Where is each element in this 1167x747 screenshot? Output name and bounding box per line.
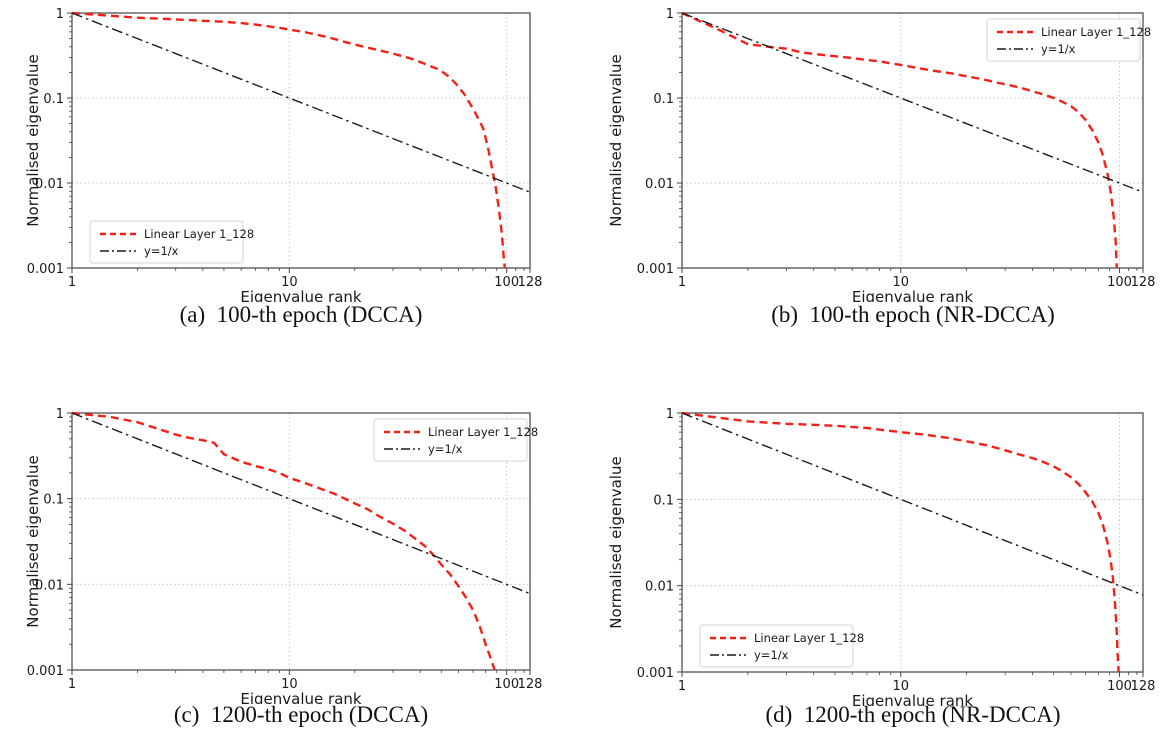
x-axis-label: Eigenvalue rank <box>240 690 362 704</box>
series-y-equals-1-over-x <box>71 12 531 193</box>
y-axis: 1 0.1 0.01 0.001 Normalised eigenvalue <box>607 407 682 681</box>
legend-label: Linear Layer 1_128 <box>144 227 254 241</box>
legend-label: y=1/x <box>144 244 179 258</box>
legend: Linear Layer 1_128 y=1/x <box>89 220 254 264</box>
x-tick-label: 100 <box>1107 275 1132 290</box>
plot-box <box>681 12 1144 269</box>
legend-label: Linear Layer 1_128 <box>428 425 538 439</box>
y-axis: 1 0.1 0.01 0.001 Normalised eigenvalue <box>24 7 72 277</box>
panel-c: 1 10 100 128 Eigenvalue rank 1 0.1 0.01 0.001 Nor… <box>0 390 583 747</box>
x-tick-label: 100 <box>494 677 519 692</box>
y-tick-label: 0.01 <box>35 578 64 593</box>
plot-box <box>71 412 531 671</box>
series-y-equals-1-over-x <box>681 12 1144 193</box>
gridlines <box>682 413 1143 672</box>
legend-box <box>89 220 244 264</box>
legend-label: Linear Layer 1_128 <box>1041 25 1151 39</box>
panel-d: 1 10 100 128 Eigenvalue rank 1 0.1 0.01 0.001 Nor… <box>583 390 1167 747</box>
x-tick-label: 128 <box>1131 275 1156 290</box>
y-tick-label: 1 <box>666 7 674 22</box>
y-axis-label: Normalised eigenvalue <box>24 54 42 226</box>
y-tick-label: 0.1 <box>653 92 674 107</box>
y-axis-label: Normalised eigenvalue <box>607 54 625 226</box>
legend-box <box>699 624 854 668</box>
y-tick-label: 0.01 <box>35 177 64 192</box>
legend: Linear Layer 1_128 y=1/x <box>699 624 864 668</box>
caption-b: (b) 100-th epoch (NR-DCCA) <box>771 302 1055 327</box>
x-axis-label: Eigenvalue rank <box>240 288 362 302</box>
caption-c: (c) 1200-th epoch (DCCA) <box>173 702 429 727</box>
caption-d: (d) 1200-th epoch (NR-DCCA) <box>765 702 1061 727</box>
x-tick-label: 10 <box>281 677 298 692</box>
series-linear-layer <box>71 11 506 269</box>
y-tick-label: 0.001 <box>637 666 674 681</box>
x-tick-label: 100 <box>1107 679 1132 694</box>
plot-box <box>71 12 531 269</box>
caption-a: (a) 100-th epoch (DCCA) <box>179 302 423 327</box>
plot-box <box>681 412 1144 673</box>
x-tick-label: 10 <box>892 275 909 290</box>
y-tick-label: 1 <box>56 7 64 22</box>
x-tick-label: 1 <box>678 275 686 290</box>
y-axis-label: Normalised eigenvalue <box>607 456 625 628</box>
series-y-equals-1-over-x <box>71 412 531 595</box>
y-axis: 1 0.1 0.01 0.001 Normalised eigenvalue <box>607 7 682 277</box>
x-tick-label: 100 <box>494 275 519 290</box>
y-tick-label: 0.001 <box>27 664 64 679</box>
y-axis-label: Normalised eigenvalue <box>24 455 42 627</box>
x-axis-label: Eigenvalue rank <box>852 692 974 706</box>
x-tick-label: 10 <box>892 679 909 694</box>
legend-label: Linear Layer 1_128 <box>754 631 864 645</box>
y-tick-label: 0.1 <box>43 92 64 107</box>
y-tick-label: 0.1 <box>43 493 64 508</box>
legend-label: y=1/x <box>754 648 789 662</box>
y-tick-label: 0.01 <box>645 580 674 595</box>
series-y-equals-1-over-x <box>681 412 1144 596</box>
x-tick-label: 1 <box>68 677 76 692</box>
x-axis-label: Eigenvalue rank <box>852 288 974 302</box>
legend-label: y=1/x <box>428 442 463 456</box>
y-tick-label: 0.01 <box>645 177 674 192</box>
series-linear-layer <box>71 411 496 671</box>
x-tick-label: 10 <box>281 275 298 290</box>
x-tick-label: 128 <box>1131 679 1156 694</box>
x-tick-label: 128 <box>518 275 543 290</box>
y-tick-label: 1 <box>666 407 674 422</box>
legend-box <box>373 418 528 462</box>
y-tick-label: 0.001 <box>637 262 674 277</box>
x-tick-label: 1 <box>678 679 686 694</box>
x-tick-label: 128 <box>518 677 543 692</box>
legend: Linear Layer 1_128 y=1/x <box>373 418 538 462</box>
y-axis: 1 0.1 0.01 0.001 Normalised eigenvalue <box>24 407 72 679</box>
y-tick-label: 0.1 <box>653 493 674 508</box>
legend-box <box>986 18 1141 62</box>
panel-b: 1 10 100 128 Eigenvalue rank 1 0.1 0.01 0.001 Nor… <box>583 0 1167 390</box>
series-linear-layer <box>681 11 1118 269</box>
panel-a: 1 10 100 128 Eigenvalue rank 1 0.1 0.01 0.001 Nor… <box>0 0 583 390</box>
gridlines <box>72 13 530 268</box>
legend: Linear Layer 1_128 y=1/x <box>986 18 1151 62</box>
legend-label: y=1/x <box>1041 42 1076 56</box>
x-tick-label: 1 <box>68 275 76 290</box>
y-tick-label: 0.001 <box>27 262 64 277</box>
y-tick-label: 1 <box>56 407 64 422</box>
gridlines <box>72 413 530 670</box>
series-linear-layer <box>681 411 1120 673</box>
